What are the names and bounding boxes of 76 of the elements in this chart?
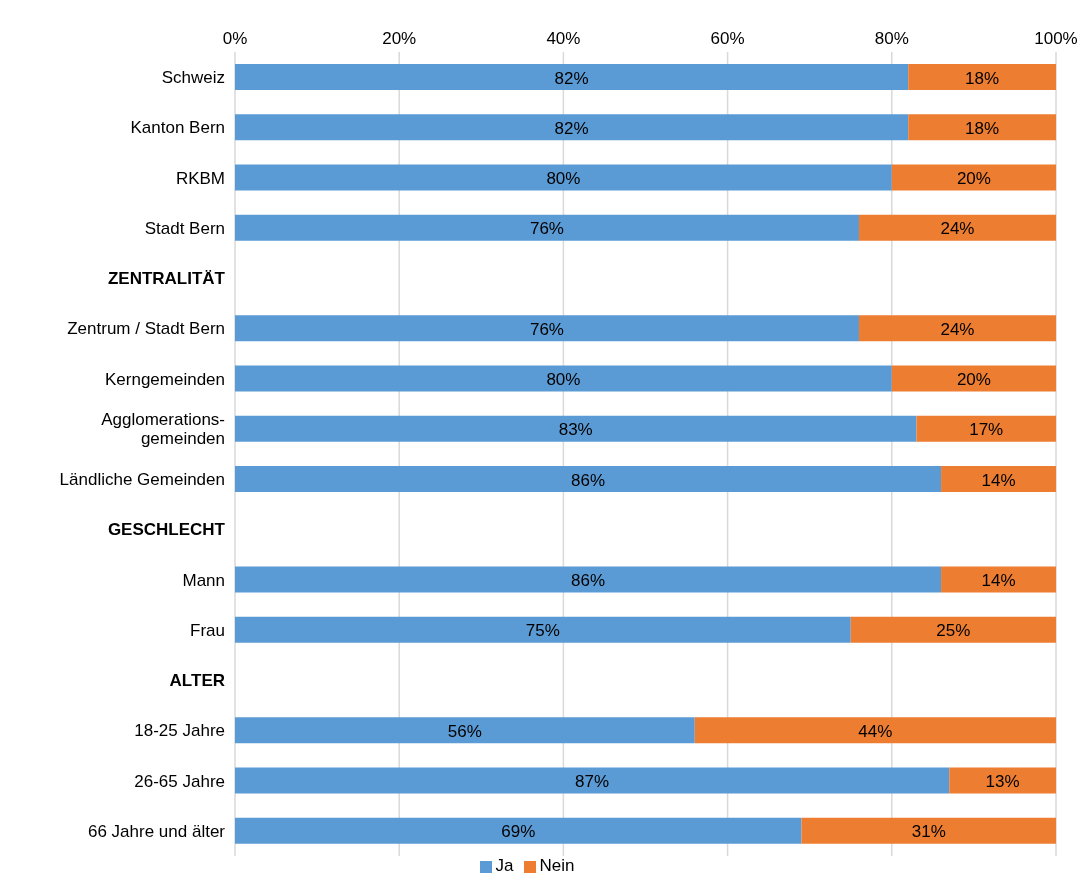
y-tick-label: Kanton Bern (130, 117, 225, 137)
data-label: 80% (546, 169, 581, 188)
bar (235, 64, 909, 90)
y-tick-label: Stadt Bern (144, 218, 225, 238)
data-label: 20% (956, 169, 991, 188)
data-label: 82% (554, 118, 589, 138)
data-label: 86% (571, 470, 606, 490)
x-tick-label: 80% (874, 29, 909, 48)
bar (941, 466, 1056, 492)
y-tick-label: Ländliche Gemeinden (59, 469, 225, 489)
y-tick-label: Schweiz (161, 67, 225, 87)
y-tick-label: Agglomerations- gemeinden (101, 409, 225, 448)
data-label: 14% (981, 571, 1016, 590)
data-label: 86% (571, 571, 606, 590)
y-tick-label: Mann (182, 570, 225, 590)
bar (850, 616, 1056, 643)
bar (858, 214, 1056, 241)
y-tick-label: GESCHLECHT (107, 519, 226, 539)
data-label: 75% (525, 621, 560, 641)
data-label: 69% (501, 822, 536, 842)
bar (941, 566, 1056, 593)
x-tick-label: 0% (222, 29, 248, 48)
data-label: 18% (965, 118, 1000, 138)
data-label: 76% (529, 319, 564, 339)
bar (949, 767, 1056, 794)
data-label: 80% (546, 370, 581, 389)
bar (908, 64, 1056, 90)
bar (858, 315, 1056, 342)
bar (235, 717, 695, 744)
bar (235, 415, 917, 442)
data-label: 20% (956, 370, 991, 389)
bar (916, 415, 1056, 442)
data-label: 24% (940, 219, 975, 239)
data-label: 44% (858, 721, 893, 741)
data-label: 14% (981, 470, 1016, 490)
data-label: 87% (575, 772, 610, 791)
y-tick-label: ZENTRALITÄT (107, 268, 226, 288)
legend-label: Ja (495, 856, 514, 875)
bar (694, 717, 1056, 744)
y-tick-label: 18-25 Jahre (134, 720, 225, 740)
bar (235, 214, 859, 241)
bar (235, 566, 942, 593)
bar (235, 315, 859, 342)
y-tick-label: 26-65 Jahre (134, 771, 225, 791)
x-tick-label: 40% (546, 29, 581, 48)
y-tick-label: RKBM (175, 168, 225, 188)
bar (891, 365, 1056, 392)
x-tick-label: 20% (382, 29, 417, 48)
data-label: 24% (940, 319, 975, 339)
bar (235, 817, 802, 844)
data-label: 76% (529, 219, 564, 239)
data-label: 18% (965, 68, 1000, 88)
y-tick-label: Kerngemeinden (104, 369, 225, 389)
bar (235, 767, 950, 794)
data-label: 82% (554, 68, 589, 88)
bar (908, 114, 1056, 141)
data-label: 13% (985, 772, 1020, 791)
bar (235, 466, 942, 492)
y-tick-label: ALTER (169, 670, 225, 690)
legend-label: Nein (539, 856, 575, 875)
y-tick-label: Frau (190, 620, 225, 640)
data-label: 25% (936, 621, 971, 641)
data-label: 17% (969, 420, 1004, 440)
data-label: 56% (447, 721, 482, 741)
y-tick-label: Zentrum / Stadt Bern (67, 318, 225, 338)
bar (235, 164, 892, 191)
data-label: 83% (558, 420, 593, 440)
y-tick-label: 66 Jahre und älter (87, 821, 226, 841)
x-tick-label: 100% (1034, 29, 1078, 48)
data-label: 31% (911, 822, 946, 842)
x-tick-label: 60% (710, 29, 745, 48)
bar (235, 114, 909, 141)
bar (235, 365, 892, 392)
bar (891, 164, 1056, 191)
bar (235, 616, 851, 643)
bar (801, 817, 1056, 844)
